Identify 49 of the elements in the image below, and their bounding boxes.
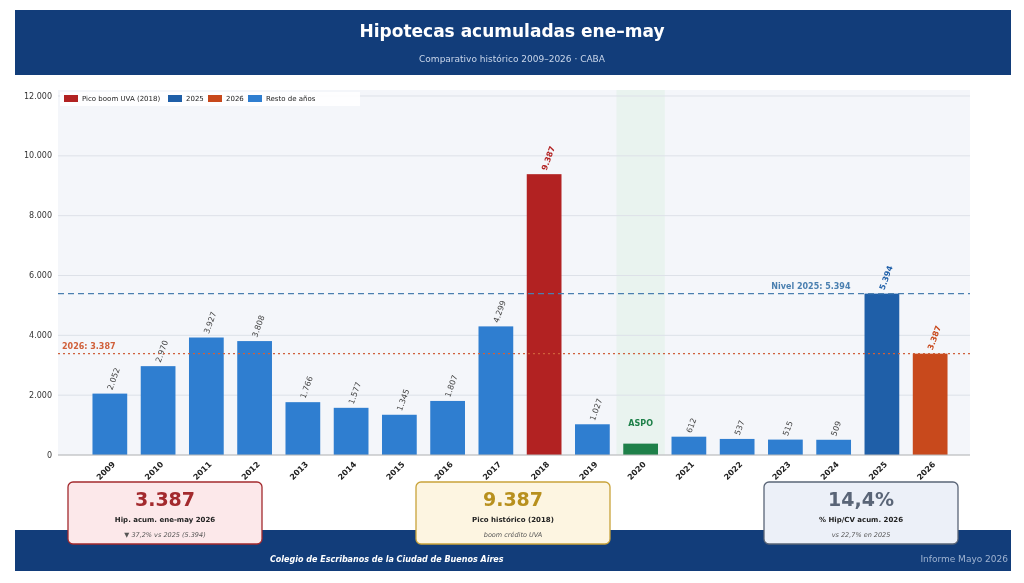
- bar: [188, 337, 224, 455]
- y-tick-label: 2.000: [29, 390, 52, 400]
- text: 3.387: [134, 488, 196, 510]
- data-label: 9.387: [539, 144, 558, 172]
- text: 14,4%: [828, 488, 894, 510]
- bar: [430, 400, 465, 455]
- y-tick-label: 8.000: [29, 211, 52, 221]
- data-label: 1.807: [443, 373, 460, 399]
- bar: [575, 424, 610, 455]
- data-label: 3.387: [925, 324, 944, 352]
- data-label: 3.808: [250, 314, 267, 339]
- y-tick-label: 10.000: [24, 151, 52, 161]
- y-tick-label: 12.000: [24, 91, 52, 101]
- y-tick-label: 4.000: [29, 330, 52, 340]
- data-label: 2.052: [105, 366, 122, 392]
- y-tick-label: 6.000: [29, 271, 52, 280]
- bar: [382, 414, 417, 455]
- bar: [526, 174, 562, 455]
- y-tick-label: 0: [46, 450, 52, 460]
- text: 9.387: [482, 488, 544, 510]
- bar: [864, 293, 900, 455]
- data-label: 612: [684, 416, 699, 435]
- data-label: 509: [829, 419, 844, 438]
- data-label: 515: [781, 419, 795, 438]
- bar: [237, 341, 272, 455]
- bar: [140, 366, 176, 455]
- data-label: 537: [732, 419, 747, 437]
- data-label: 3.927: [202, 310, 219, 336]
- text: Informe Mayo 2026: [920, 554, 1009, 564]
- bar: [912, 353, 948, 455]
- ref-line-label: Nivel 2025: 5.394: [771, 281, 851, 291]
- band-label: ASPO: [628, 418, 654, 428]
- text: Colegio de Escribanos de la Ciudad de Buenos Aires: [270, 555, 504, 564]
- data-label: 1.027: [588, 397, 605, 422]
- ref-line-label: 2026: 3.387: [62, 341, 116, 351]
- data-label: 1.577: [346, 380, 364, 406]
- data-label: 1.766: [298, 375, 315, 400]
- data-label: 4.299: [491, 299, 508, 324]
- bar: [478, 326, 514, 455]
- bar: [92, 393, 128, 455]
- bar: [285, 402, 321, 455]
- bar: [719, 438, 755, 455]
- bar: [333, 407, 369, 455]
- bar: [671, 436, 707, 455]
- bar: [816, 439, 852, 455]
- data-label: 1.345: [395, 387, 412, 413]
- chart-title: Hipotecas acumuladas ene–may: [359, 21, 665, 41]
- bar: [768, 439, 803, 455]
- chart-subtitle: Comparativo histórico 2009–2026 · CABA: [419, 54, 606, 64]
